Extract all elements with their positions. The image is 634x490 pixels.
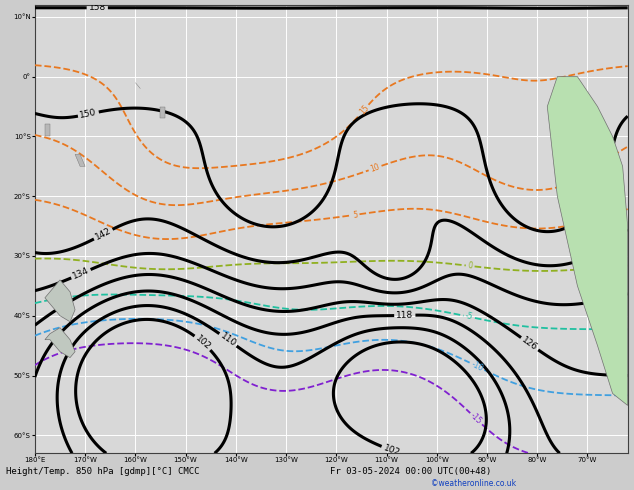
Text: -5: -5 (465, 312, 474, 322)
Text: 102: 102 (193, 334, 212, 352)
Text: 126: 126 (520, 335, 539, 352)
Polygon shape (75, 154, 85, 166)
Polygon shape (45, 328, 75, 358)
Text: Fr 03-05-2024 00:00 UTC(00+48): Fr 03-05-2024 00:00 UTC(00+48) (330, 467, 491, 476)
Text: 15: 15 (358, 103, 371, 117)
Text: -15: -15 (469, 411, 484, 426)
Polygon shape (547, 76, 628, 405)
Polygon shape (45, 280, 75, 322)
Text: 110: 110 (218, 331, 238, 348)
Polygon shape (45, 124, 50, 136)
Text: 0: 0 (467, 261, 473, 270)
Text: 158: 158 (89, 3, 106, 12)
Text: ©weatheronline.co.uk: ©weatheronline.co.uk (431, 479, 516, 488)
Polygon shape (160, 106, 165, 119)
Text: -10: -10 (469, 360, 484, 373)
Text: 5: 5 (352, 210, 358, 220)
Text: 150: 150 (79, 108, 98, 120)
Text: 10: 10 (369, 162, 381, 174)
Text: Height/Temp. 850 hPa [gdmp][°C] CMCC: Height/Temp. 850 hPa [gdmp][°C] CMCC (6, 467, 200, 476)
Polygon shape (135, 83, 140, 89)
Text: 134: 134 (71, 266, 91, 281)
Text: 142: 142 (94, 226, 113, 242)
Text: 118: 118 (396, 311, 413, 320)
Text: 102: 102 (382, 443, 401, 458)
